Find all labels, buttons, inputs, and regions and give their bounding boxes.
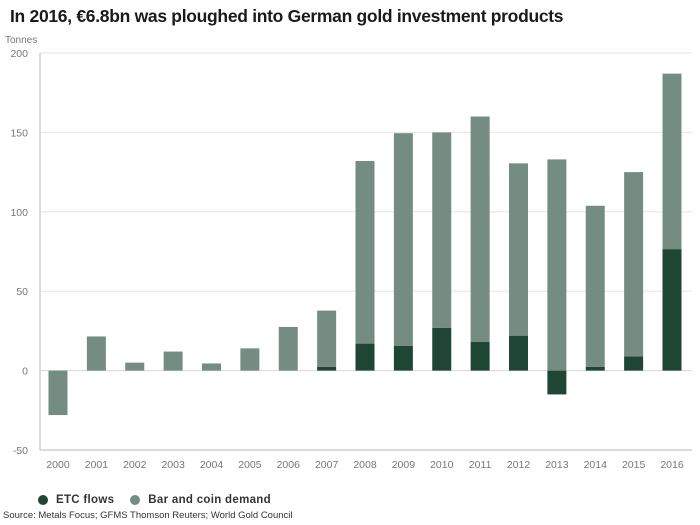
x-tick-labels: 2000 2001 2002 2003 2004 2005 2006 2007 2008 2009… (46, 459, 684, 471)
y-tick-label: 100 (10, 207, 28, 219)
x-tick-label: 2002 (123, 459, 147, 471)
bar-bar-coin-2011 (470, 116, 490, 343)
x-tick-label: 2009 (392, 459, 416, 471)
x-tick-label: 2004 (200, 459, 224, 471)
legend-label-etc: ETC flows (56, 494, 115, 506)
bar-etc-2007 (317, 366, 337, 371)
x-tick-label: 2014 (584, 459, 608, 471)
x-tick-label: 2006 (277, 459, 301, 471)
bar-bar-coin-2002 (125, 362, 145, 371)
x-tick-label: 2015 (622, 459, 646, 471)
bar-etc-2009 (393, 345, 413, 371)
bar-bar-coin-2003 (163, 351, 183, 371)
y-tick-label: -50 (13, 445, 28, 457)
bar-bar-coin-2000 (48, 370, 68, 416)
y-tick-label: 200 (10, 48, 28, 60)
y-axis-label: Tonnes (5, 35, 38, 46)
bar-bar-coin-2005 (240, 348, 260, 371)
bar-bar-coin-2015 (624, 172, 644, 357)
bar-bar-coin-2007 (317, 310, 337, 367)
legend: ETC flows Bar and coin demand (38, 494, 287, 506)
chart-title: In 2016, €6.8bn was ploughed into German… (10, 6, 564, 26)
bar-etc-2014 (585, 366, 605, 371)
bar-etc-2011 (470, 342, 490, 371)
x-tick-label: 2003 (161, 459, 185, 471)
bar-etc-2012 (509, 335, 528, 371)
source-note: Source: Metals Focus; GFMS Thomson Reute… (3, 510, 293, 521)
legend-item-etc: ETC flows (38, 494, 114, 506)
x-tick-label: 2008 (353, 459, 377, 471)
bar-bar-coin-2006 (278, 326, 298, 371)
x-tick-label: 2005 (238, 459, 262, 471)
legend-swatch-bar-coin (130, 495, 141, 505)
x-tick-label: 2010 (430, 459, 454, 471)
x-tick-label: 2011 (469, 459, 492, 471)
y-tick-labels: 200 150 100 50 0 -50 (10, 48, 28, 457)
x-tick-label: 2013 (545, 459, 569, 471)
legend-swatch-etc (38, 495, 48, 505)
x-tick-label: 2012 (507, 459, 531, 471)
bar-bar-coin-2001 (86, 336, 106, 371)
bar-bar-coin-2016 (662, 73, 682, 250)
x-tick-label: 2016 (660, 459, 684, 471)
bar-bar-coin-2009 (393, 133, 413, 346)
y-tick-label: 0 (22, 366, 28, 378)
legend-item-bar-coin: Bar and coin demand (130, 494, 271, 506)
bar-bar-coin-2010 (432, 132, 452, 328)
bar-etc-2008 (355, 343, 375, 371)
legend-label-bar-coin: Bar and coin demand (148, 494, 271, 506)
y-tick-label: 50 (16, 286, 28, 298)
x-tick-label: 2000 (46, 459, 70, 471)
bar-bar-coin-2008 (355, 160, 375, 344)
y-tick-label: 150 (10, 127, 28, 139)
bar-bar-coin-2014 (585, 205, 605, 367)
bar-etc-2010 (432, 327, 452, 371)
chart-plot: 200 150 100 50 0 -50 2000 2001 2002 2003 2004 2005… (10, 48, 692, 471)
bar-etc-2016 (662, 249, 682, 371)
bar-bar-coin-2012 (509, 163, 528, 336)
bar-etc-2015 (624, 356, 644, 371)
bar-bar-coin-2013 (547, 159, 567, 371)
bar-etc-2013 (547, 370, 567, 395)
x-tick-label: 2001 (85, 459, 109, 471)
x-tick-label: 2007 (315, 459, 339, 471)
bar-bar-coin-2004 (202, 363, 221, 371)
bars (48, 73, 682, 416)
